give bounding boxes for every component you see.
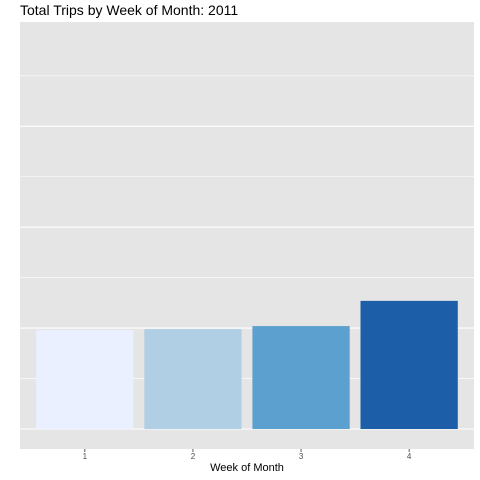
x-tick-labels: 1 2 3 4	[83, 449, 412, 461]
chart-title: Total Trips by Week of Month: 2011	[20, 2, 239, 18]
bar-week-1	[36, 330, 134, 429]
bar-week-4	[360, 300, 458, 429]
x-tick-label: 2	[191, 452, 196, 461]
x-axis-label: Week of Month	[210, 462, 284, 474]
bars	[36, 300, 458, 429]
x-tick-label: 3	[299, 452, 304, 461]
x-tick-label: 1	[83, 452, 88, 461]
bar-week-3	[252, 326, 350, 429]
bar-week-2	[144, 329, 242, 429]
x-tick-label: 4	[407, 452, 412, 461]
